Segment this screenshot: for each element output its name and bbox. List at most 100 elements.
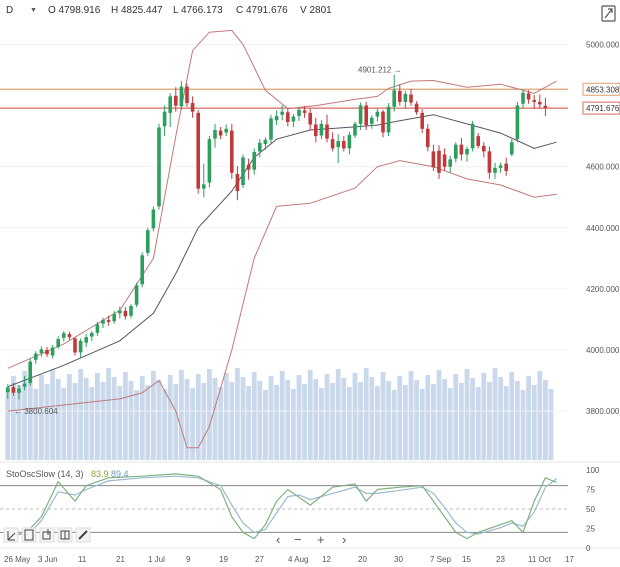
volume-bar	[503, 386, 509, 460]
last-price-tag-text: 4791.676	[586, 104, 620, 113]
volume-bar	[470, 378, 475, 460]
candle-body	[146, 230, 150, 253]
volume-bar	[375, 386, 380, 460]
candle-body	[50, 347, 55, 356]
time-tick-label: 12	[322, 555, 331, 564]
candle	[90, 331, 94, 341]
time-tick-label: 21	[116, 555, 125, 564]
candle	[459, 137, 464, 161]
volume-bar	[509, 372, 515, 460]
candle-body	[241, 157, 245, 185]
volume-bar	[223, 373, 229, 460]
volume-bar	[391, 390, 397, 460]
chevron-down-icon[interactable]: ▼	[30, 7, 37, 14]
volume-bar	[386, 381, 391, 460]
indicator-legend[interactable]: StoOscSlow (14, 3) 83.9 89.4	[6, 469, 129, 479]
price-tick-label: 4600.000	[586, 163, 620, 172]
price-level-lines	[0, 88, 568, 109]
candle-body	[392, 90, 396, 107]
volume-bar	[324, 374, 330, 460]
volume-bar	[397, 376, 403, 460]
volume-bar	[414, 380, 419, 460]
high-level-tag-text: 4853.308	[586, 85, 620, 94]
candle-body	[179, 86, 184, 107]
candle	[146, 227, 150, 256]
price-axis[interactable]: 5000.0004800.0004600.0004400.0004200.000…	[586, 40, 620, 416]
candle	[358, 102, 363, 130]
candle-body	[218, 130, 223, 136]
candle-body	[353, 123, 357, 136]
volume-bar	[531, 385, 537, 460]
time-tick-label: 26 May	[4, 555, 30, 564]
scroll-right-icon[interactable]: ›	[342, 532, 346, 547]
arrow-tool-icon[interactable]	[3, 527, 19, 543]
volume-bar	[296, 375, 302, 460]
zoom-out-icon[interactable]: −	[294, 532, 302, 547]
close-value: C 4791.676	[236, 5, 288, 16]
volume-bar	[380, 372, 386, 460]
candle-body	[134, 285, 139, 305]
time-axis[interactable]: 26 May 3 Jun 11 21 1 Jul 9 19 27 4 Aug 12 20 30 7 Se…	[4, 555, 574, 564]
candle-body	[336, 141, 340, 148]
volume-bar	[33, 389, 39, 460]
candle-body	[95, 324, 100, 333]
candle	[465, 146, 469, 162]
volume-bar	[179, 370, 184, 460]
document-icon[interactable]	[21, 527, 37, 543]
low-price-label: ← 3800.604	[14, 407, 58, 416]
candle-body	[56, 339, 60, 347]
candlesticks[interactable]	[6, 74, 548, 400]
ruler-icon[interactable]	[75, 527, 91, 543]
candle-body	[403, 93, 408, 102]
candle	[235, 166, 240, 201]
candle-body	[398, 90, 402, 102]
candle-body	[84, 337, 88, 343]
volume-bar	[27, 380, 33, 460]
volume-bar	[537, 371, 543, 460]
zoom-in-icon[interactable]: +	[317, 532, 325, 547]
candle	[174, 87, 178, 112]
time-tick-label: 17	[565, 555, 574, 564]
time-tick-label: 11	[78, 555, 87, 564]
scroll-left-icon[interactable]: ‹	[276, 532, 280, 547]
volume-bar	[44, 384, 50, 460]
candle-body	[62, 333, 66, 338]
candle	[291, 114, 296, 127]
price-tick-label: 4000.000	[586, 346, 620, 355]
interval-selector[interactable]: D	[6, 5, 13, 16]
volume-bar	[5, 390, 11, 460]
candle-body	[190, 103, 195, 112]
candle	[487, 146, 492, 179]
candle	[426, 123, 430, 152]
expand-icon[interactable]	[601, 5, 616, 22]
candle-body	[325, 124, 329, 139]
stoch-tick-label: 25	[586, 525, 595, 534]
volume-bar	[279, 371, 285, 460]
candle-body	[185, 86, 189, 104]
volume-bar	[419, 389, 425, 460]
volume-bar	[83, 378, 89, 460]
add-indicator-icon[interactable]	[39, 527, 55, 543]
candle-body	[297, 109, 301, 116]
peak-price-label: 4901.212 →	[358, 66, 402, 75]
candle-body	[482, 145, 486, 152]
time-tick-label: 30	[394, 555, 403, 564]
volume-bar	[498, 377, 503, 460]
candle-body	[258, 142, 262, 152]
volume-bar	[436, 370, 442, 460]
candle-body	[123, 310, 128, 317]
candle	[241, 154, 245, 189]
candle-body	[11, 387, 16, 393]
volume-bar	[347, 387, 352, 460]
candle	[202, 163, 206, 198]
volume-bar	[173, 384, 179, 460]
layout-icon[interactable]	[57, 527, 73, 543]
last-price-tag-box	[582, 101, 620, 115]
candle	[168, 93, 172, 127]
candle-body	[162, 111, 167, 127]
candle-body	[202, 184, 206, 189]
candle-body	[493, 167, 497, 173]
stoch-d-line	[7, 475, 557, 537]
candle	[101, 317, 105, 328]
